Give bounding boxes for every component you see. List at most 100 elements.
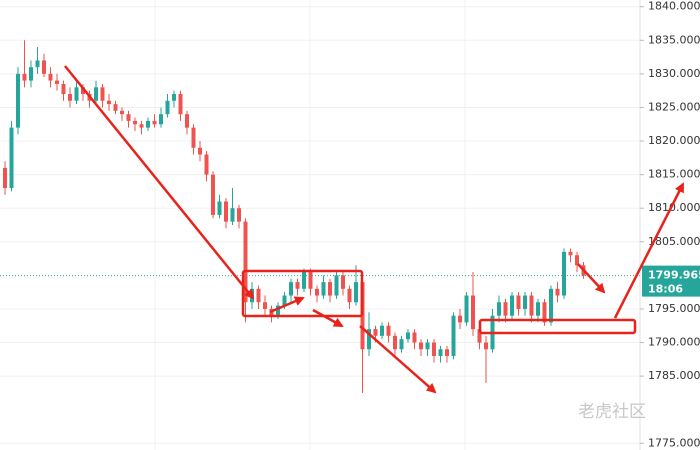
candle-body — [178, 94, 183, 115]
candle-body — [367, 329, 371, 350]
candle-body — [61, 83, 66, 95]
candle-body — [276, 305, 280, 316]
candle-body — [484, 342, 488, 350]
y-tick-label: 1840.000 — [648, 0, 700, 13]
candle-body — [282, 295, 287, 306]
candle-body — [412, 332, 417, 343]
last-price-box — [642, 265, 700, 297]
candle-body — [503, 302, 508, 316]
candle-body — [419, 342, 423, 350]
candle-body — [516, 295, 521, 309]
candle-body — [146, 120, 150, 128]
candle-body — [328, 282, 332, 296]
last-price-label: 1799.965 — [648, 269, 700, 282]
y-tick-label: 1835.000 — [648, 33, 700, 46]
y-tick-label: 1805.000 — [648, 235, 700, 248]
candle-body — [237, 208, 241, 222]
candle-body — [354, 282, 358, 303]
candle-body — [341, 275, 345, 289]
candle-body — [81, 87, 85, 95]
candle-body — [575, 255, 579, 266]
candle-body — [133, 120, 137, 125]
candle-body — [211, 174, 215, 215]
y-tick-label: 1790.000 — [648, 336, 700, 349]
y-tick-label: 1775.000 — [648, 436, 700, 449]
annotations — [64, 65, 685, 394]
candle-body — [35, 60, 40, 68]
candle-body — [256, 288, 261, 303]
y-tick-label: 1830.000 — [648, 67, 700, 80]
candle-body — [107, 100, 111, 105]
candle-body — [321, 282, 326, 296]
candle-body — [315, 288, 319, 296]
candle-body — [185, 114, 189, 128]
y-tick-label: 1785.000 — [648, 369, 700, 382]
candle-body — [9, 127, 14, 189]
box — [241, 269, 364, 318]
candle-body — [42, 60, 46, 74]
candle-body — [165, 100, 170, 115]
candle-body — [48, 73, 53, 81]
y-tick-label: 1795.000 — [648, 302, 700, 315]
y-tick-label: 1815.000 — [648, 168, 700, 181]
candle-body — [555, 288, 560, 296]
candle-body — [74, 87, 79, 101]
candle-body — [562, 251, 566, 296]
arrow — [613, 182, 685, 319]
candle-body — [542, 302, 547, 323]
candle-body — [386, 325, 391, 336]
candle-body — [204, 154, 209, 175]
candle-body — [29, 67, 33, 81]
candle-body — [16, 73, 20, 128]
candle-body — [126, 114, 131, 121]
arrow — [269, 296, 305, 314]
candle-body — [94, 87, 98, 101]
candle-body — [224, 201, 228, 222]
candle-body — [3, 167, 7, 189]
candle-body — [432, 342, 436, 356]
candle-body — [347, 288, 352, 303]
candle-body — [120, 110, 124, 115]
candle-body — [445, 349, 449, 356]
candle-body — [373, 329, 378, 336]
candle-body — [308, 272, 313, 289]
arrow — [64, 65, 255, 300]
candle-body — [406, 332, 410, 340]
y-tick-label: 1820.000 — [648, 134, 700, 147]
candle-body — [464, 295, 469, 323]
candle-body — [529, 295, 534, 316]
candle-body — [159, 114, 163, 125]
candle-body — [393, 335, 397, 350]
arrow — [359, 325, 437, 394]
candle-body — [458, 315, 462, 323]
candle-body — [380, 325, 384, 336]
last-time-label: 18:06 — [648, 283, 683, 296]
candle-body — [536, 302, 540, 316]
candle-body — [191, 127, 196, 148]
candle-body — [217, 201, 222, 215]
candle-body — [68, 94, 72, 101]
candle-body — [302, 272, 306, 289]
candle-body — [172, 94, 176, 101]
candle-body — [113, 104, 118, 111]
candle-body — [425, 342, 430, 350]
candle-body — [523, 295, 527, 309]
candle-body — [263, 302, 267, 309]
candle-body — [510, 295, 514, 316]
watermark: 老虎社区 — [578, 402, 646, 422]
candle-body — [139, 124, 144, 128]
candle-body — [497, 302, 501, 316]
box — [478, 318, 637, 335]
candle-body — [568, 251, 573, 256]
arrow — [577, 263, 606, 294]
candle-body — [295, 282, 300, 289]
candle-body — [100, 87, 105, 101]
candle-body — [22, 73, 27, 81]
candle-body — [399, 339, 404, 350]
candle-body — [451, 315, 456, 356]
y-tick-label: 1810.000 — [648, 201, 700, 214]
arrow — [312, 308, 344, 328]
candle-body — [477, 329, 482, 343]
candle-body — [334, 275, 339, 296]
